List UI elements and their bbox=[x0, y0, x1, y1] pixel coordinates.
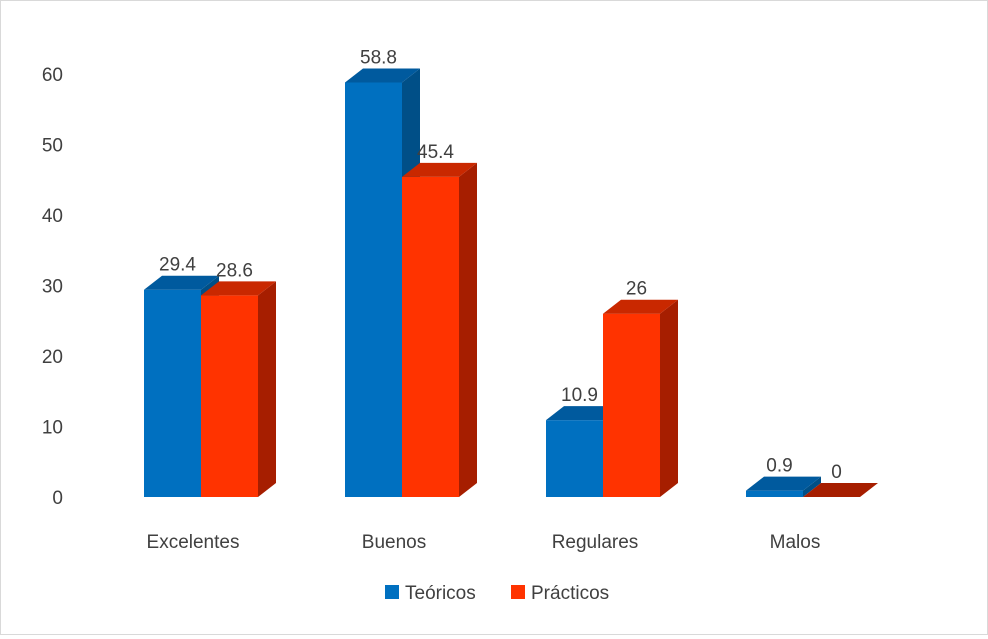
legend-label: Teóricos bbox=[405, 583, 476, 604]
bar-top bbox=[746, 476, 821, 491]
data-label: 29.4 bbox=[159, 255, 196, 276]
data-label: 10.9 bbox=[561, 385, 598, 406]
bar-top bbox=[603, 299, 678, 314]
y-tick-label: 10 bbox=[42, 418, 63, 439]
bar-top bbox=[546, 406, 621, 421]
bar-top bbox=[144, 275, 219, 290]
legend-label: Prácticos bbox=[531, 583, 609, 604]
bar-top bbox=[201, 281, 276, 296]
y-tick-label: 20 bbox=[42, 347, 63, 368]
bar-side bbox=[459, 162, 477, 497]
bar-side bbox=[258, 281, 276, 497]
x-tick-label: Buenos bbox=[362, 532, 426, 553]
bar bbox=[201, 295, 258, 497]
x-tick-label: Regulares bbox=[552, 532, 639, 553]
data-label: 0 bbox=[831, 462, 842, 483]
bar-top bbox=[402, 162, 477, 177]
bar bbox=[345, 82, 402, 498]
data-label: 45.4 bbox=[417, 142, 454, 163]
legend-swatch bbox=[385, 585, 399, 599]
x-tick-label: Malos bbox=[770, 532, 821, 553]
data-label: 58.8 bbox=[360, 47, 397, 68]
bar-top bbox=[345, 68, 420, 83]
y-tick-label: 0 bbox=[52, 488, 63, 509]
bar bbox=[603, 313, 660, 497]
bar-side bbox=[660, 299, 678, 497]
y-tick-label: 50 bbox=[42, 136, 63, 157]
y-tick-label: 30 bbox=[42, 277, 63, 298]
y-tick-label: 40 bbox=[42, 206, 63, 227]
bar-top bbox=[803, 483, 878, 497]
x-tick-label: Excelentes bbox=[147, 532, 240, 553]
bar-side bbox=[803, 476, 821, 497]
bar bbox=[546, 420, 603, 497]
bar bbox=[746, 490, 803, 497]
data-label: 28.6 bbox=[216, 260, 253, 281]
bar bbox=[144, 289, 201, 497]
bar bbox=[402, 176, 459, 497]
data-label: 26 bbox=[626, 279, 647, 300]
legend-swatch bbox=[511, 585, 525, 599]
y-tick-label: 60 bbox=[42, 65, 63, 86]
data-label: 0.9 bbox=[766, 456, 792, 477]
